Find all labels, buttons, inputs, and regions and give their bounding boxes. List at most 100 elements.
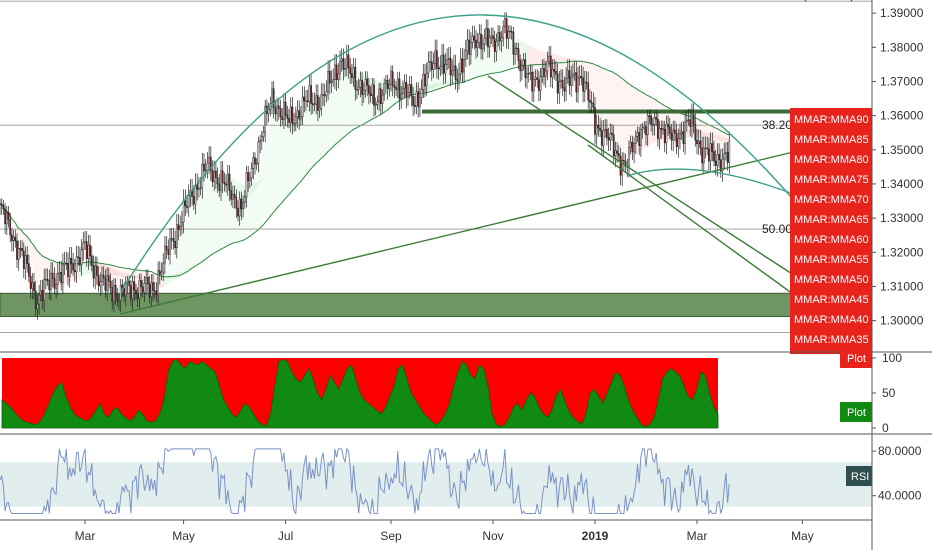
mma-ribbon-segment	[40, 265, 43, 277]
mma-ribbon-segment	[122, 273, 125, 279]
mma-ribbon-segment	[86, 272, 89, 275]
mma-ribbon-segment	[103, 264, 106, 266]
mma-ribbon-segment	[107, 267, 109, 270]
mma-ribbon-segment	[108, 266, 111, 268]
mma-ribbon-segment	[74, 277, 77, 281]
mma-ribbon-segment	[115, 273, 118, 283]
mma-ribbon-segment	[61, 283, 63, 287]
mma-ribbon-segment	[96, 258, 99, 262]
mma-ribbon-segment	[27, 236, 29, 244]
mma-ribbon-segment	[64, 277, 67, 283]
mma-ribbon-segment	[107, 266, 109, 276]
mma-ribbon-segment	[136, 275, 138, 278]
mma-ribbon-segment	[39, 252, 41, 266]
mma-ribbon-segment	[147, 273, 150, 278]
mma-ribbon-segment	[151, 277, 153, 280]
mma-ribbon-segment	[110, 265, 113, 272]
mma-ribbon-segment	[234, 182, 237, 186]
mma-ribbon-segment	[74, 271, 77, 276]
mma-ribbon-segment	[42, 269, 45, 279]
mma-ribbon-segment	[56, 265, 58, 275]
mma-ribbon-segment	[107, 267, 109, 273]
mma-ribbon-segment	[122, 272, 125, 274]
mma-ribbon-segment	[129, 273, 131, 276]
mma-ribbon-segment	[134, 273, 136, 277]
mma-ribbon-segment	[85, 272, 87, 275]
mma-ribbon-segment	[27, 238, 29, 253]
mma-ribbon-segment	[79, 267, 82, 273]
mma-ribbon-segment	[85, 270, 87, 275]
mma-ribbon-segment	[110, 270, 113, 274]
mma-ribbon-segment	[142, 278, 145, 282]
mma-ribbon-segment	[35, 262, 38, 274]
mma-ribbon-segment	[32, 259, 34, 273]
mma-ribbon-segment	[73, 275, 75, 281]
mma-ribbon-segment	[115, 273, 118, 276]
mma-ribbon-segment	[375, 92, 378, 95]
mma-ribbon-segment	[83, 274, 85, 277]
mma-ribbon-segment	[56, 262, 58, 268]
mma-ribbon-segment	[76, 277, 79, 280]
mma-ribbon-segment	[117, 282, 119, 288]
mma-ribbon-segment	[141, 270, 143, 275]
mma-ribbon-segment	[136, 287, 138, 290]
mma-ribbon-segment	[132, 274, 135, 276]
mma-ribbon-segment	[154, 288, 157, 290]
mma-ribbon-segment	[88, 264, 91, 270]
mma-ribbon-segment	[88, 267, 91, 273]
mma-ribbon-segment	[112, 265, 114, 269]
mma-ribbon-segment	[88, 261, 91, 267]
mma-ribbon-segment	[149, 271, 152, 276]
mma-ribbon-segment	[149, 278, 152, 280]
mma-ribbon-segment	[85, 263, 87, 270]
mma-ribbon-segment	[119, 273, 121, 277]
mma-ribbon-segment	[83, 266, 85, 271]
mma-ribbon-segment	[22, 235, 24, 250]
mma-ribbon-segment	[154, 288, 157, 289]
mma-ribbon-segment	[142, 276, 145, 278]
mma-ribbon-segment	[151, 275, 153, 278]
mma-ribbon-segment	[105, 265, 108, 267]
mma-ribbon-segment	[79, 276, 82, 278]
mma-ribbon-segment	[28, 252, 31, 263]
mma-ribbon-segment	[132, 275, 135, 277]
mma-ribbon-segment	[117, 275, 119, 277]
mma-ribbon-segment	[127, 273, 130, 275]
mma-ribbon-segment	[79, 272, 82, 278]
mma-ribbon-segment	[102, 264, 104, 276]
mma-ribbon-segment	[122, 267, 125, 272]
mma-ribbon-segment	[117, 271, 119, 273]
mma-ribbon-segment	[117, 274, 119, 277]
mma-ribbon-segment	[134, 274, 136, 277]
mma-ribbon-segment	[120, 267, 123, 271]
mma-ribbon-segment	[39, 269, 41, 282]
mma-ribbon-segment	[125, 274, 128, 276]
mma-ribbon-segment	[151, 277, 153, 279]
mma-ribbon-segment	[122, 275, 125, 278]
mma-ribbon-segment	[124, 275, 126, 281]
mma-ribbon-segment	[159, 284, 162, 287]
mma-ribbon-segment	[146, 286, 148, 288]
mma-ribbon-segment	[243, 186, 245, 188]
mma-ribbon-segment	[149, 277, 152, 280]
mma-ribbon-segment	[96, 260, 99, 263]
mma-ribbon-segment	[122, 272, 125, 275]
mma-ribbon-segment	[125, 274, 128, 278]
mma-ribbon-segment	[139, 277, 142, 280]
mma-ribbon-segment	[115, 266, 118, 271]
mma-ribbon-segment	[76, 275, 79, 278]
mma-ribbon-segment	[119, 272, 121, 276]
mma-ribbon-segment	[66, 278, 68, 284]
mma-ribbon-segment	[120, 272, 123, 273]
mma-ribbon-segment	[151, 277, 153, 279]
mma-ribbon-segment	[100, 262, 102, 273]
mma-ribbon-segment	[117, 273, 119, 277]
mma-ribbon-segment	[120, 272, 123, 274]
mma-ribbon-segment	[57, 262, 60, 270]
mma-ribbon-segment	[81, 264, 84, 271]
mma-ribbon-segment	[129, 273, 131, 275]
mma-ribbon-segment	[85, 267, 87, 272]
mma-ribbon-segment	[146, 287, 148, 288]
mma-ribbon-segment	[102, 263, 104, 266]
mma-ribbon-segment	[120, 272, 123, 274]
